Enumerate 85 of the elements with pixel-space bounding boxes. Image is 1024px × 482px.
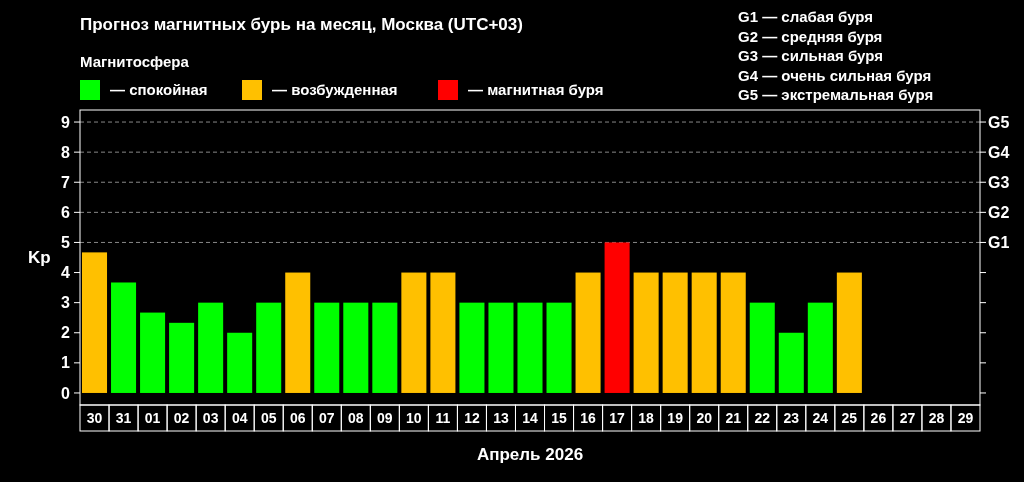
bar [778,332,804,393]
bar [198,302,224,393]
x-tick-label: 30 [86,409,103,426]
x-tick-label: 24 [812,409,829,426]
bar [691,272,717,393]
y-tick-label: 9 [61,113,71,131]
legend-title: Магнитосфера [80,53,190,70]
x-tick-label: 09 [377,409,393,426]
ref-line-label: G5 [988,113,1010,131]
y-tick-label: 2 [61,324,71,342]
x-tick-label: 05 [260,409,277,426]
y-tick-label: 1 [61,354,71,372]
x-tick-label: 04 [231,409,248,426]
x-tick-label: 12 [464,409,480,426]
bar [807,302,833,393]
x-tick-label: 31 [115,409,132,426]
y-tick-label: 7 [61,173,71,191]
bar [517,302,543,393]
x-tick-label: 01 [144,409,161,426]
bar [169,322,195,393]
bar [749,302,775,393]
y-tick-label: 0 [61,384,71,402]
x-tick-label: 15 [551,409,568,426]
x-tick-label: 02 [173,409,190,426]
bar [401,272,427,393]
bar [488,302,514,393]
x-tick-label: 07 [318,409,335,426]
text: G2 — средняя буря [738,27,883,45]
text: G1 — слабая буря [738,8,874,25]
legend-label: — спокойная [110,81,208,98]
x-tick-label: 22 [754,409,771,426]
x-tick-label: 11 [435,409,451,426]
x-tick-label: 21 [725,409,742,426]
y-tick-label: 6 [61,203,71,221]
x-tick-label: 19 [667,409,684,426]
x-tick-label: 16 [580,409,597,426]
x-tick-label: 13 [493,409,509,426]
x-tick-label: 14 [522,409,538,426]
bar [633,272,659,393]
legend-label: — возбужденная [272,81,398,98]
ref-line-label: G2 [988,203,1010,221]
bar [285,272,311,393]
x-tick-label: 03 [202,409,219,426]
bar [604,242,630,393]
bar [720,272,746,393]
bar [140,312,166,393]
bar [430,272,456,393]
bar [575,272,601,393]
x-tick-label: 10 [406,409,422,426]
text: G5 — экстремальная буря [738,86,934,103]
y-tick-label: 5 [61,234,71,252]
x-axis-title: Апрель 2026 [476,445,584,464]
bar [372,302,398,393]
text: G3 — сильная буря [738,47,883,64]
x-tick-label: 26 [870,409,887,426]
text: G4 — очень сильная буря [738,66,932,84]
x-tick-label: 08 [348,409,364,426]
bar [836,272,862,393]
bar [82,252,108,393]
y-tick-label: 3 [61,294,71,312]
x-tick-label: 28 [928,409,945,426]
bar [314,302,340,393]
x-tick-label: 17 [609,409,626,426]
y-tick-label: 8 [61,143,71,161]
chart-title: Прогноз магнитных бурь на месяц, Москва (UTC+03) [80,15,523,34]
bar [343,302,369,393]
bar [662,272,688,393]
y-tick-label: 4 [61,264,71,282]
x-tick-label: 20 [696,409,713,426]
legend-label: — магнитная буря [468,81,604,98]
x-tick-label: 23 [783,409,800,426]
x-tick-label: 06 [289,409,306,426]
x-tick-label: 29 [957,409,974,426]
x-tick-label: 18 [638,409,655,426]
ref-line-label: G1 [988,234,1010,252]
y-axis-title: Kp [28,248,51,268]
x-tick-label: 25 [841,409,858,426]
bar [546,302,572,393]
ref-line-label: G4 [988,143,1010,161]
bar [111,282,137,393]
bar [227,332,253,393]
x-tick-label: 27 [899,409,916,426]
bar [256,302,282,393]
ref-line-label: G3 [988,173,1010,191]
bar [459,302,485,393]
